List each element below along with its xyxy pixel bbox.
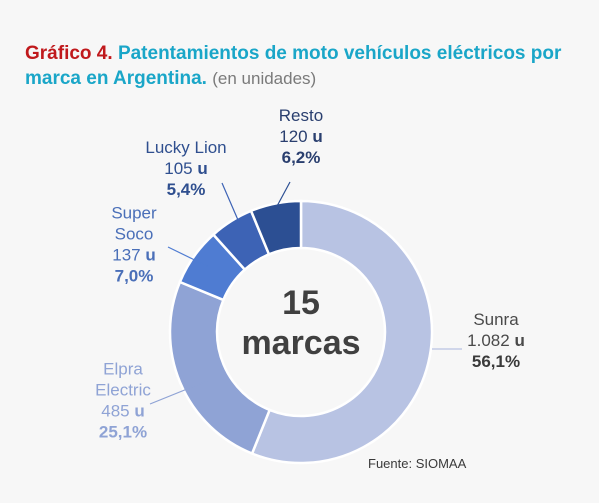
slice-label-elpra-electric: Elpra Electric 485 u 25,1% (95, 360, 151, 442)
slice-resto (249, 199, 303, 256)
chart-source: Fuente: SIOMAA (368, 456, 467, 471)
leader-line-resto (275, 181, 291, 209)
leader-lines (149, 181, 462, 405)
slice-name-elpra-electric-1: Electric (95, 381, 151, 400)
slice-percent-sunra: 56,1% (472, 352, 520, 371)
slice-sunra (250, 199, 434, 465)
chart-title-unit: (en unidades) (212, 69, 317, 88)
slice-value-lucky-lion: 105 u (164, 159, 207, 178)
slice-name-super-soco-0: Super (111, 204, 157, 223)
slice-value-resto: 120 u (279, 127, 322, 146)
slice-percent-lucky-lion: 5,4% (167, 180, 206, 199)
chart-title-main: Patentamientos de moto vehículos eléctri… (25, 43, 562, 89)
slice-value-sunra: 1.082 u (467, 331, 525, 350)
slice-label-lucky-lion: Lucky Lion 105 u 5,4% (145, 138, 226, 199)
slice-label-super-soco: Super Soco 137 u 7,0% (111, 204, 157, 286)
slice-elpra-electric (168, 280, 272, 456)
slice-labels: Sunra 1.082 u 56,1% Elpra Electric 485 u 25,1%… (95, 106, 525, 442)
slice-name-sunra-0: Sunra (473, 310, 519, 329)
slice-value-elpra-electric: 485 u (101, 402, 144, 421)
leader-line-lucky-lion (221, 182, 239, 221)
donut-slices (168, 199, 434, 465)
slice-label-resto: Resto 120 u 6,2% (279, 106, 323, 167)
slice-label-sunra: Sunra 1.082 u 56,1% (467, 310, 525, 371)
center-number: 15 (282, 284, 320, 322)
slice-name-resto-0: Resto (279, 106, 323, 125)
slice-value-super-soco: 137 u (112, 246, 155, 265)
leader-line-elpra-electric (149, 380, 208, 405)
center-text: marcas (241, 324, 360, 362)
slice-percent-elpra-electric: 25,1% (99, 423, 147, 442)
slice-percent-resto: 6,2% (282, 148, 321, 167)
chart-title: Gráfico 4. Patentamientos de moto vehícu… (25, 41, 585, 91)
chart-title-prefix: Gráfico 4. (25, 43, 113, 64)
slice-name-lucky-lion-0: Lucky Lion (145, 138, 226, 157)
leader-line-super-soco (167, 246, 210, 268)
slice-name-super-soco-1: Soco (115, 225, 154, 244)
slice-percent-super-soco: 7,0% (115, 267, 154, 286)
slice-name-elpra-electric-0: Elpra (103, 360, 143, 379)
